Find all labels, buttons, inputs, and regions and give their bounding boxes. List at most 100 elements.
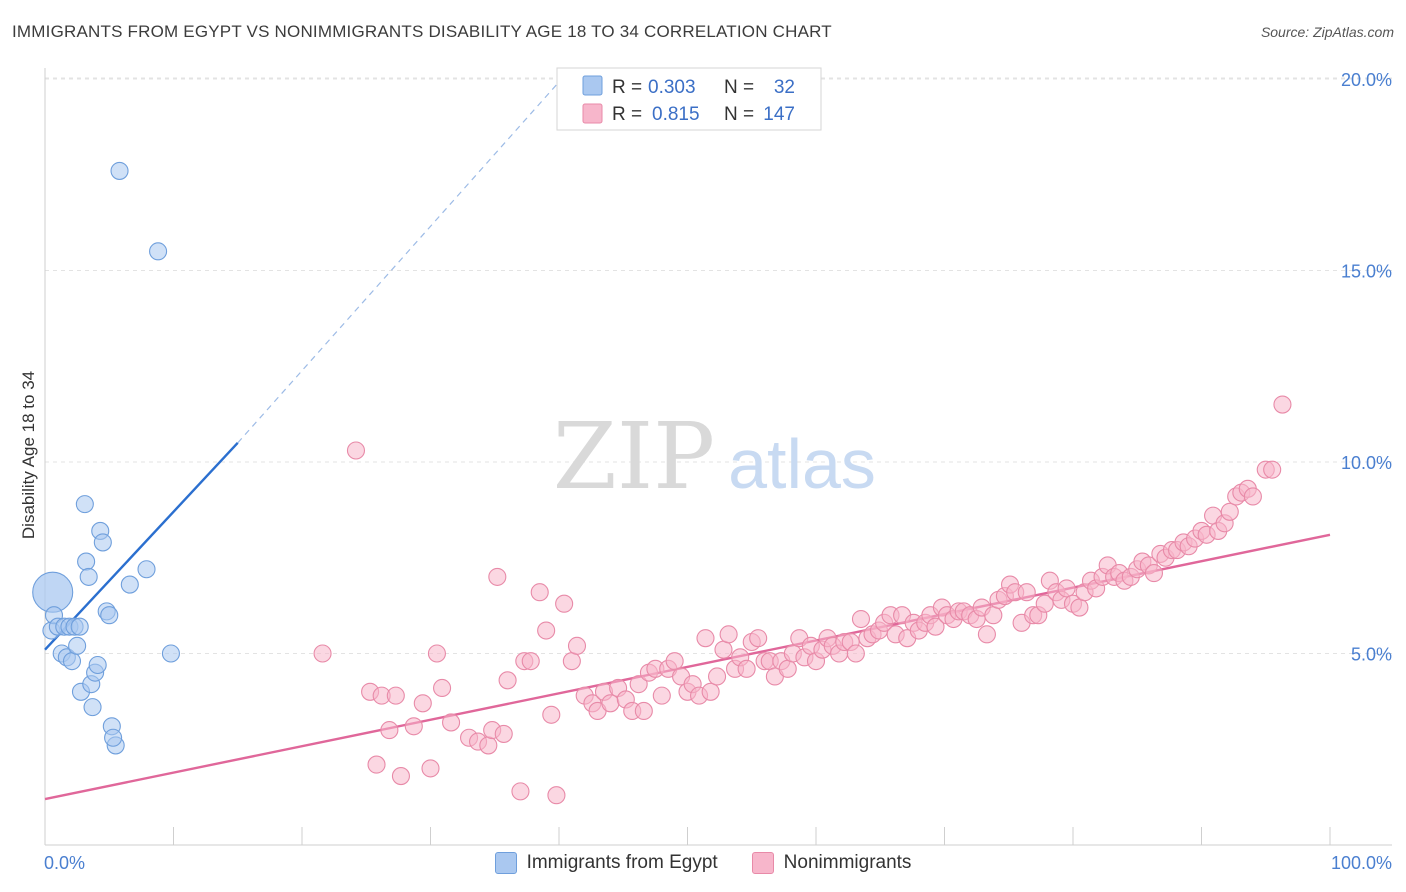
nonimmigrant-point-141: [1220, 502, 1239, 521]
nonimmigrant-point-128: [1144, 564, 1164, 583]
x-tick-label-1: 100.0%: [1331, 853, 1392, 873]
nonimmigrant-point-115: [1070, 598, 1089, 617]
nonimmigrant-point-30: [567, 636, 587, 655]
nonimmigrant-point-59: [749, 629, 768, 648]
egypt-point-17: [83, 698, 102, 717]
egypt-point-10: [68, 636, 87, 655]
stats-legend: R = 0.303 N = 32 R = 0.815 N = 147: [556, 67, 822, 131]
watermark-zip: ZIP: [553, 403, 715, 510]
nonimmigrant-point-11: [427, 644, 446, 663]
x-tick-label-0: 0.0%: [44, 853, 85, 873]
source-label: Source: ZipAtlas.com: [1260, 24, 1394, 40]
egypt-point-21: [93, 533, 112, 552]
nonimmigrant-point-106: [1017, 583, 1036, 602]
legend-swatch-egypt-bottom: [494, 852, 517, 874]
legend-n-value-egypt: 32: [774, 77, 795, 98]
nonimmigrant-point-52: [708, 667, 727, 686]
y-tick-labels: 5.0% 10.0% 15.0% 20.0%: [1341, 70, 1392, 665]
egypt-point-15: [79, 567, 98, 586]
nonimmigrant-point-25: [537, 621, 556, 640]
nonimmigrant-point-57: [737, 659, 756, 678]
egypt-point-27: [120, 575, 139, 594]
nonimmigrant-point-45: [665, 652, 684, 671]
legend-n-value-nonimmigrants: 147: [763, 104, 795, 125]
nonimmigrant-point-21: [511, 782, 530, 801]
nonimmigrant-point-147: [1273, 395, 1292, 414]
legend-r-label-egypt: R =: [612, 77, 642, 98]
chart-title: IMMIGRANTS FROM EGYPT VS NONIMMIGRANTS D…: [12, 22, 832, 41]
egypt-point-31: [104, 728, 123, 747]
legend-label-nonimmigrants: Nonimmigrants: [783, 852, 912, 873]
egypt-point-13: [75, 495, 94, 514]
gridlines: [45, 77, 1392, 654]
nonimmigrant-point-8: [404, 717, 423, 736]
nonimmigrant-point-6: [386, 686, 405, 705]
legend-r-label-nonimmigrants: R =: [612, 104, 642, 125]
y-axis-label: Disability Age 18 to 34: [19, 371, 38, 539]
nonimmigrant-point-54: [719, 625, 738, 644]
nonimmigrant-point-5: [380, 721, 399, 740]
legend-label-egypt: Immigrants from Egypt: [526, 852, 718, 873]
legend-r-value-egypt: 0.303: [648, 77, 696, 98]
nonimmigrant-point-3: [367, 755, 386, 774]
nonimmigrant-point-16: [479, 736, 498, 755]
watermark-atlas: atlas: [728, 425, 876, 503]
nonimmigrant-point-13: [442, 713, 461, 732]
nonimmigrant-point-10: [421, 759, 440, 778]
nonimmigrant-point-27: [547, 786, 566, 805]
egypt-point-28: [137, 560, 156, 579]
y-tick-label-0: 5.0%: [1351, 645, 1392, 665]
nonimmigrant-point-99: [977, 625, 996, 644]
egypt-point-8: [62, 652, 82, 671]
nonimmigrant-point-53: [714, 640, 733, 659]
legend-swatch-nonimmigrants: [582, 103, 603, 124]
legend-r-value-nonimmigrants: 0.815: [652, 104, 700, 125]
egypt-point-14: [77, 552, 96, 571]
data-points: [32, 161, 1292, 805]
nonimmigrant-point-40: [634, 701, 653, 721]
y-tick-label-3: 20.0%: [1341, 70, 1392, 90]
watermark: ZIP atlas: [553, 403, 876, 510]
trend-extension-0: [237, 67, 573, 444]
nonimmigrant-point-7: [391, 767, 410, 786]
x-tick-labels: 0.0% 100.0%: [44, 853, 1392, 873]
legend-item-nonimmigrants: Nonimmigrants: [751, 852, 912, 874]
nonimmigrant-point-9: [413, 694, 432, 713]
nonimmigrant-point-1: [346, 441, 366, 460]
nonimmigrant-point-24: [530, 583, 549, 602]
nonimmigrant-point-109: [1035, 594, 1054, 613]
nonimmigrant-point-35: [601, 694, 620, 713]
nonimmigrant-point-51: [701, 682, 720, 701]
egypt-point-19: [88, 655, 107, 675]
nonimmigrant-point-145: [1243, 487, 1262, 506]
egypt-point-30: [161, 644, 180, 663]
egypt-point-23: [100, 606, 119, 625]
y-tick-label-2: 15.0%: [1341, 262, 1392, 282]
legend-n-label-egypt: N =: [724, 77, 754, 98]
y-tick-label-1: 10.0%: [1341, 453, 1392, 473]
nonimmigrant-point-148: [1263, 460, 1282, 479]
trend-line-0: [44, 442, 239, 651]
nonimmigrant-point-20: [498, 671, 517, 690]
nonimmigrant-point-12: [433, 678, 452, 698]
egypt-point-11: [70, 617, 89, 636]
nonimmigrant-point-26: [542, 705, 561, 724]
legend-swatch-nonimmigrants-bottom: [751, 852, 774, 874]
nonimmigrant-point-76: [846, 644, 865, 663]
axes: [44, 68, 1392, 846]
series-legend: Immigrants from Egypt Nonimmigrants: [0, 852, 1406, 874]
nonimmigrant-point-39: [629, 675, 648, 694]
nonimmigrant-point-77: [851, 609, 871, 629]
legend-item-egypt: Immigrants from Egypt: [494, 852, 718, 874]
nonimmigrant-point-29: [562, 652, 581, 671]
nonimmigrant-point-113: [1057, 579, 1076, 598]
nonimmigrant-point-50: [696, 629, 715, 648]
nonimmigrant-point-23: [521, 652, 540, 671]
legend-n-label-nonimmigrants: N =: [724, 104, 754, 125]
nonimmigrant-point-28: [555, 594, 574, 613]
legend-swatch-egypt: [582, 75, 603, 96]
nonimmigrant-point-43: [652, 686, 671, 705]
nonimmigrant-point-18: [488, 567, 507, 586]
nonimmigrant-point-90: [926, 617, 945, 636]
